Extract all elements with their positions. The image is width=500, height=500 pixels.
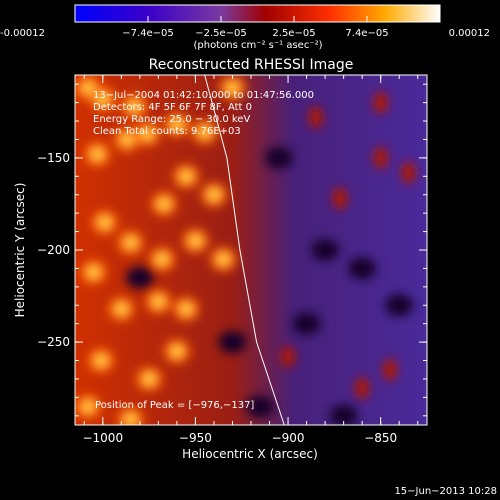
x-tick-label: −900 (272, 431, 305, 445)
hot-blob-core (180, 170, 193, 183)
colorbar-units: (photons cm⁻² s⁻¹ asec⁻²) (193, 40, 322, 51)
hot-blob-core (87, 266, 100, 279)
x-tick-label: −1000 (82, 431, 123, 445)
hot-blob-core (189, 234, 202, 247)
hot-blob-core (94, 354, 107, 367)
hot-blob-core (152, 295, 165, 308)
hot-blob-core (143, 372, 156, 385)
hot-blob-core (96, 92, 109, 105)
hot-blob-core (128, 100, 141, 113)
annotation-line: 13−Jul−2004 01:42:10.000 to 01:47:56.000 (93, 90, 314, 101)
y-tick-label: −150 (37, 151, 70, 165)
y-tick-label: −250 (37, 335, 70, 349)
y-tick-label: −200 (37, 243, 70, 257)
hot-blob (373, 91, 388, 114)
x-axis: −1000 −950 −900 −850 (82, 75, 419, 445)
hot-blob-core (180, 302, 193, 315)
dark-blob (292, 312, 321, 335)
dark-blob (246, 395, 275, 418)
hot-blob-core (115, 302, 128, 315)
dark-blob (125, 266, 154, 289)
hot-blob (401, 161, 416, 184)
annotation-line: Detectors: 4F 5F 6F 7F 8F, Att 0 (93, 102, 252, 113)
x-tick-label: −950 (179, 431, 212, 445)
dark-blob (311, 239, 340, 261)
hot-blob-core (226, 81, 239, 94)
hot-blob-core (141, 127, 154, 140)
hot-blob-core (198, 126, 211, 139)
hot-blob (382, 358, 397, 381)
heatmap-image (75, 75, 427, 425)
dark-blob (329, 404, 358, 425)
hot-blob-core (170, 345, 183, 358)
y-axis: −250 −200 −150 (37, 83, 427, 417)
annotation-line: Energy Range: 25.0 − 30.0 keV (93, 114, 250, 125)
peak-position-label: Position of Peak = [−976,−137] (95, 400, 254, 411)
hot-blob (355, 377, 370, 400)
dark-blob (348, 257, 377, 280)
colorbar-tick-label: −2.5e−05 (195, 28, 247, 39)
x-tick-label: −850 (364, 431, 397, 445)
x-axis-label: Heliocentric X (arcsec) (182, 447, 318, 461)
colorbar-tick-label: 2.5e−05 (272, 28, 315, 39)
hot-blob-core (124, 413, 137, 425)
dark-blob (264, 146, 293, 169)
chart-title: Reconstructed RHESSI Image (149, 57, 354, 73)
annotation-line: Clean Total counts: 9.76E+03 (93, 126, 241, 137)
dark-blob (385, 294, 414, 317)
hot-blob (281, 345, 296, 368)
hot-blob (332, 187, 347, 210)
y-axis-label: Heliocentric Y (arcsec) (13, 183, 27, 318)
hot-blob-core (207, 188, 220, 201)
hot-blob (373, 146, 388, 169)
hot-blob-core (81, 400, 94, 413)
footer-timestamp: 15−Jun−2013 10:28 (394, 486, 497, 497)
hot-blob-core (156, 253, 169, 266)
colorbar-tick-label: 0.00012 (449, 28, 490, 39)
hot-blob (308, 106, 323, 129)
hot-blob-core (170, 118, 183, 131)
colorbar-ticks: -0.00012 −7.4e−05 −2.5e−05 2.5e−05 7.4e−05 0.… (0, 16, 490, 39)
colorbar-tick-label: -0.00012 (0, 28, 45, 39)
hot-blob-core (124, 236, 137, 249)
hot-blob-core (98, 216, 111, 229)
colorbar-tick-label: −7.4e−05 (122, 28, 174, 39)
hot-blob-core (120, 133, 133, 146)
colorbar (74, 4, 441, 23)
colorbar-tick-label: 7.4e−05 (345, 28, 388, 39)
hot-blob-core (217, 253, 230, 266)
hot-blob-core (91, 148, 104, 161)
solar-limb (204, 75, 285, 425)
hot-blob-core (81, 81, 94, 94)
hot-blob-core (157, 197, 170, 210)
annotations: 13−Jul−2004 01:42:10.000 to 01:47:56.000… (93, 90, 314, 137)
dark-blob (218, 331, 247, 354)
